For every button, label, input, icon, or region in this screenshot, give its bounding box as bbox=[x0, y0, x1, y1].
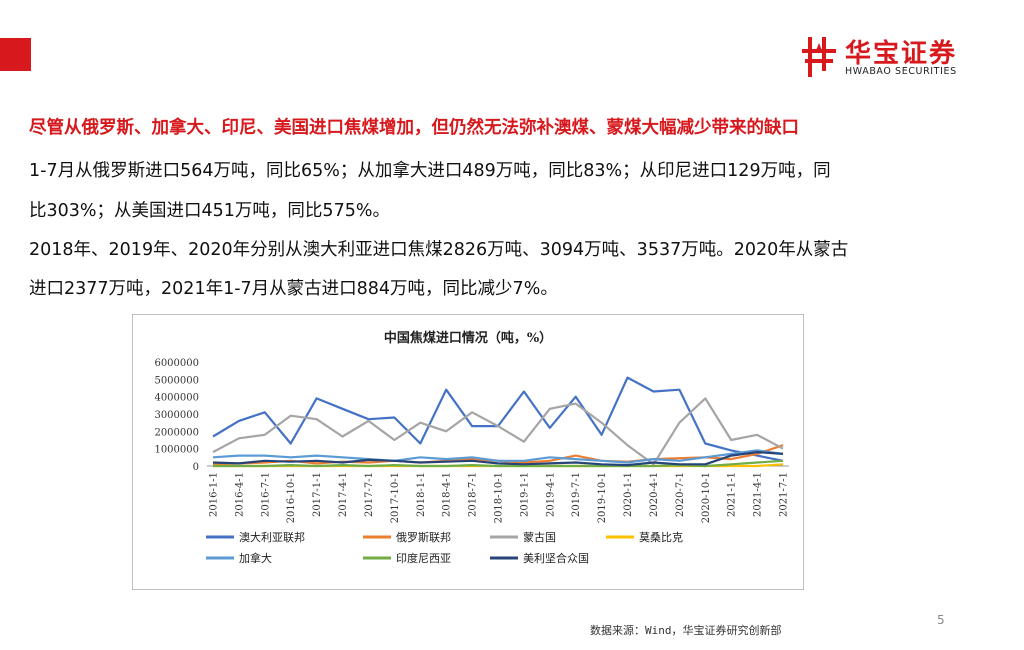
x-tick-label: 2016-4-1 bbox=[234, 472, 245, 517]
x-tick-label: 2019-10-1 bbox=[597, 472, 608, 523]
coking-coal-import-chart: 中国焦煤进口情况（吨，%） 0 1000000 2000000 3000000 4000… bbox=[154, 330, 790, 565]
x-tick-label: 2017-1-1 bbox=[312, 472, 323, 517]
source-note: 数据来源：Wind，华宝证券研究创新部 bbox=[590, 624, 782, 637]
body-paragraph-line: 2018年、2019年、2020年分别从澳大利亚进口焦煤2826万吨、3094万… bbox=[29, 240, 849, 260]
y-tick-label: 3000000 bbox=[154, 410, 199, 421]
y-tick-label: 6000000 bbox=[154, 358, 199, 369]
x-tick-label: 2019-7-1 bbox=[571, 472, 582, 517]
legend-label: 印度尼西亚 bbox=[396, 551, 451, 565]
x-tick-label: 2020-7-1 bbox=[675, 472, 686, 517]
brand-logo-icon bbox=[802, 37, 836, 77]
x-tick-label: 2016-7-1 bbox=[260, 472, 271, 517]
body-paragraph-line: 比303%；从美国进口451万吨，同比575%。 bbox=[29, 201, 390, 221]
y-tick-label: 5000000 bbox=[154, 375, 199, 386]
x-tick-label: 2017-10-1 bbox=[390, 472, 401, 523]
y-tick-label: 1000000 bbox=[154, 445, 199, 456]
brand-logo: 华宝证券 HWABAO SECURITIES bbox=[801, 33, 986, 83]
x-tick-label: 2018-1-1 bbox=[416, 472, 427, 517]
chart-container: 中国焦煤进口情况（吨，%） 0 1000000 2000000 3000000 4000… bbox=[132, 314, 804, 590]
x-tick-label: 2016-1-1 bbox=[209, 472, 220, 517]
y-tick-label: 0 bbox=[193, 462, 199, 473]
x-tick-label: 2020-1-1 bbox=[623, 472, 634, 517]
series-line bbox=[212, 397, 784, 466]
brand-name-cn: 华宝证券 bbox=[845, 39, 958, 69]
legend-label: 俄罗斯联邦 bbox=[396, 531, 451, 544]
x-tick-label: 2021-7-1 bbox=[779, 472, 790, 517]
header-accent-bar bbox=[0, 38, 31, 71]
page-number: 5 bbox=[937, 613, 945, 627]
y-tick-label: 2000000 bbox=[154, 427, 199, 438]
series-line bbox=[212, 449, 784, 464]
x-tick-label: 2017-7-1 bbox=[364, 472, 375, 517]
x-tick-label: 2020-10-1 bbox=[701, 472, 712, 523]
legend-label: 加拿大 bbox=[239, 551, 272, 565]
series-line bbox=[212, 451, 784, 467]
slide-headline: 尽管从俄罗斯、加拿大、印尼、美国进口焦煤增加，但仍然无法弥补澳煤、蒙煤大幅减少带… bbox=[29, 118, 799, 138]
x-tick-label: 2018-10-1 bbox=[494, 472, 505, 523]
x-tick-label: 2018-7-1 bbox=[468, 472, 479, 517]
legend-label: 澳大利亚联邦 bbox=[239, 530, 305, 544]
x-tick-label: 2016-10-1 bbox=[286, 472, 297, 523]
x-tick-label: 2021-1-1 bbox=[727, 472, 738, 517]
legend-label: 美利坚合众国 bbox=[523, 551, 589, 565]
x-tick-label: 2019-1-1 bbox=[519, 472, 530, 517]
body-paragraph-line: 进口2377万吨，2021年1-7月从蒙古进口884万吨，同比减少7%。 bbox=[29, 279, 558, 299]
y-tick-label: 4000000 bbox=[154, 393, 199, 404]
brand-name-en: HWABAO SECURITIES bbox=[845, 66, 957, 77]
x-tick-label: 2021-4-1 bbox=[753, 472, 764, 517]
x-tick-label: 2020-4-1 bbox=[649, 472, 660, 517]
x-tick-label: 2018-4-1 bbox=[442, 472, 453, 517]
x-tick-label: 2017-4-1 bbox=[338, 472, 349, 517]
series-line bbox=[212, 376, 784, 462]
body-paragraph-line: 1-7月从俄罗斯进口564万吨，同比65%；从加拿大进口489万吨，同比83%；… bbox=[29, 161, 831, 181]
chart-title: 中国焦煤进口情况（吨，%） bbox=[384, 330, 552, 346]
x-tick-label: 2019-4-1 bbox=[545, 472, 556, 517]
legend-label: 蒙古国 bbox=[523, 531, 556, 544]
legend-label: 莫桑比克 bbox=[639, 531, 683, 544]
